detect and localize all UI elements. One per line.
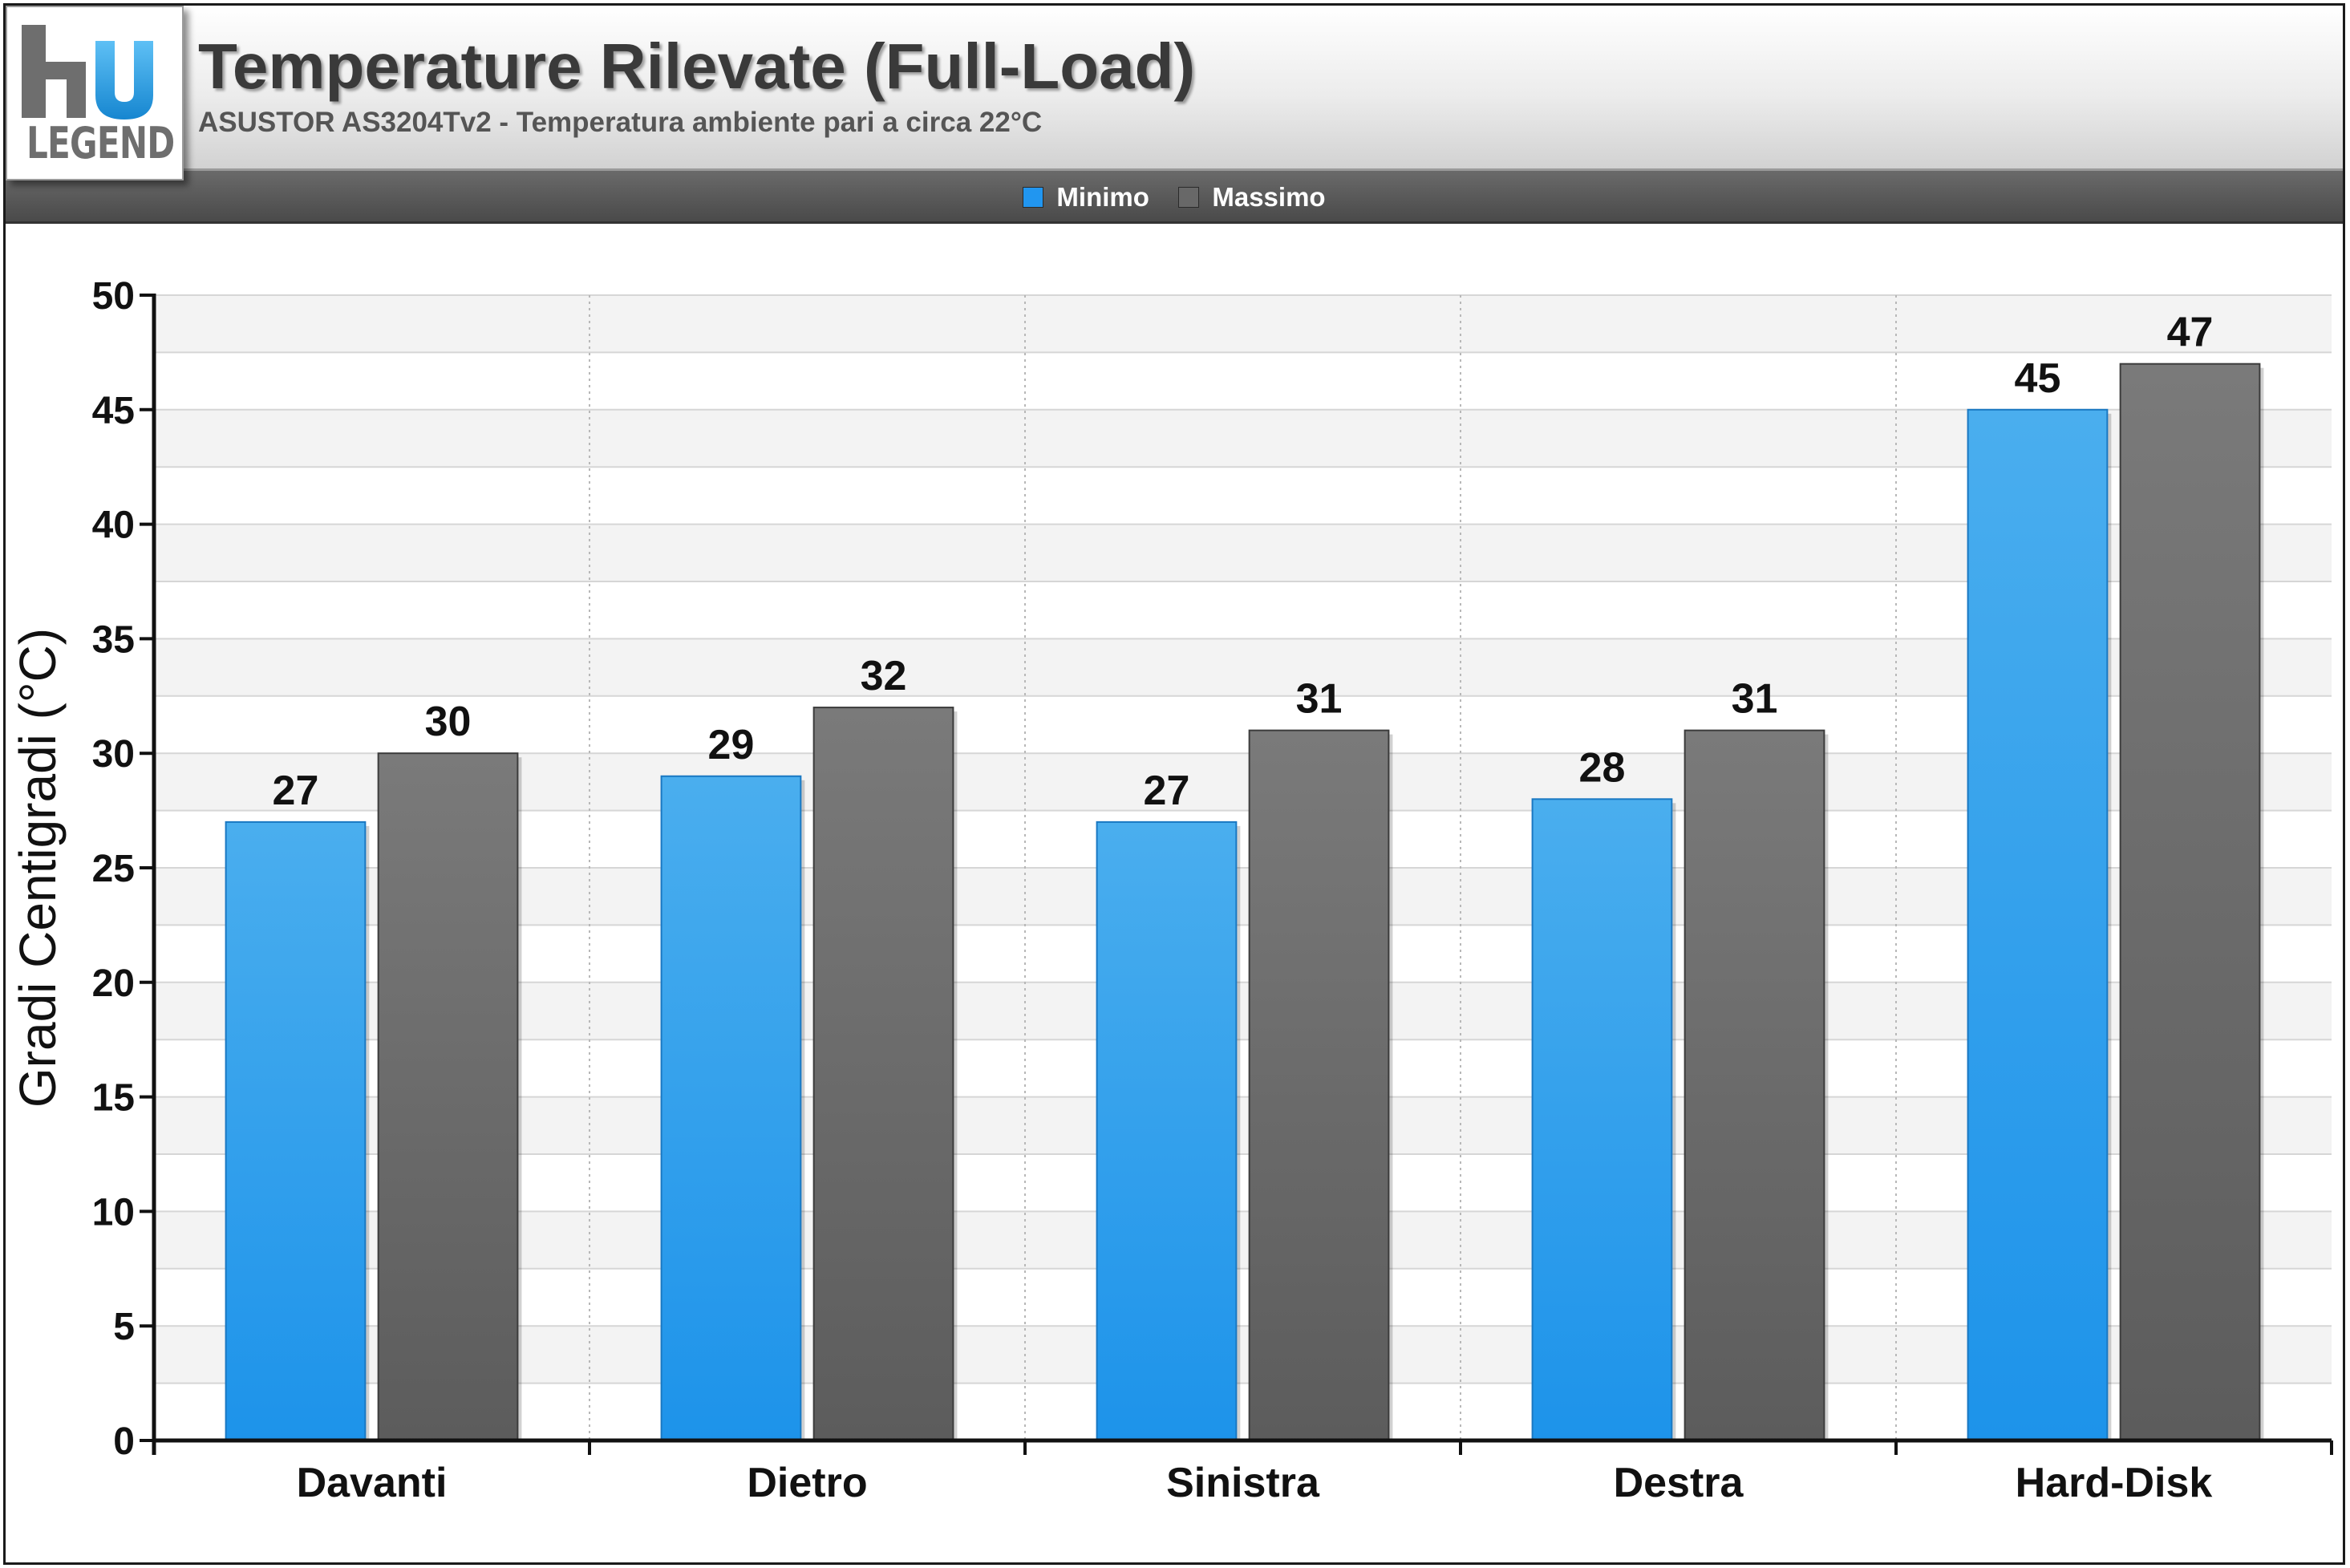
- bar-massimo: [1683, 729, 1825, 1441]
- bar-minimo: [225, 820, 367, 1441]
- bar-massimo: [812, 707, 954, 1441]
- y-tick-label: 50: [92, 275, 135, 318]
- logo-text: LEGEND: [26, 118, 175, 168]
- legend-swatch-minimo: [1023, 187, 1044, 208]
- x-tick-label: Destra: [1614, 1460, 1744, 1506]
- x-tick-label: Davanti: [297, 1460, 448, 1506]
- data-label: 28: [1579, 744, 1626, 791]
- y-axis-title: Gradi Centigradi (°C): [9, 628, 67, 1108]
- y-tick-label: 35: [92, 618, 135, 661]
- legend-bar: Minimo Massimo: [6, 171, 2343, 224]
- chart-labels: 27 30 Davanti 29 32 Dietro 27 31 Sinistra 28 31 Des…: [9, 275, 2213, 1506]
- bars: [225, 363, 2264, 1441]
- legend-item-massimo[interactable]: Massimo: [1178, 182, 1326, 213]
- data-label: 27: [1144, 768, 1190, 814]
- data-label: 31: [1296, 676, 1343, 723]
- y-tick-label: 30: [92, 733, 135, 776]
- data-label: 27: [273, 768, 319, 814]
- legend-item-minimo[interactable]: Minimo: [1023, 182, 1149, 213]
- bar-massimo: [1248, 729, 1390, 1441]
- bar-minimo: [1967, 408, 2109, 1441]
- chart-legend: Minimo Massimo: [6, 182, 2343, 213]
- bar-minimo: [660, 775, 802, 1441]
- bar-minimo: [1531, 798, 1673, 1441]
- data-label: 47: [2167, 310, 2214, 356]
- axes: [140, 294, 2333, 1455]
- x-tick-label: Dietro: [747, 1460, 867, 1506]
- chart-subtitle: ASUSTOR AS3204Tv2 - Temperatura ambiente…: [198, 107, 1043, 138]
- x-tick-label: Hard-Disk: [2016, 1460, 2213, 1506]
- data-label: 45: [2015, 355, 2061, 402]
- data-label: 30: [425, 699, 472, 745]
- y-tick-label: 40: [92, 504, 135, 547]
- logo-mark-icon: [22, 25, 153, 120]
- bar-massimo: [377, 752, 519, 1441]
- data-label: 31: [1732, 676, 1778, 723]
- x-tick-label: Sinistra: [1166, 1460, 1320, 1506]
- legend-label-massimo: Massimo: [1212, 182, 1326, 212]
- y-tick-label: 45: [92, 390, 135, 432]
- legend-label-minimo: Minimo: [1056, 182, 1149, 212]
- y-tick-label: 5: [113, 1306, 135, 1348]
- legend-swatch-massimo: [1178, 187, 1200, 208]
- chart-header: LEGEND Temperature Rilevate (Full-Load) …: [6, 6, 2343, 180]
- bar-minimo: [1096, 820, 1238, 1441]
- plot-band: [154, 295, 2332, 353]
- data-label: 29: [708, 722, 755, 768]
- bar-massimo: [2119, 363, 2261, 1441]
- y-tick-label: 20: [92, 962, 135, 1005]
- y-tick-label: 0: [113, 1420, 135, 1463]
- bar-chart: 27 30 Davanti 29 32 Dietro 27 31 Sinistra 28 31 Des…: [9, 275, 2333, 1506]
- data-label: 32: [861, 653, 907, 699]
- site-logo: LEGEND: [6, 6, 184, 180]
- y-tick-label: 15: [92, 1077, 135, 1120]
- chart-frame: LEGEND Temperature Rilevate (Full-Load) …: [3, 3, 2345, 1565]
- chart-title: Temperature Rilevate (Full-Load): [198, 30, 1196, 102]
- y-tick-label: 10: [92, 1191, 135, 1234]
- y-tick-label: 25: [92, 848, 135, 890]
